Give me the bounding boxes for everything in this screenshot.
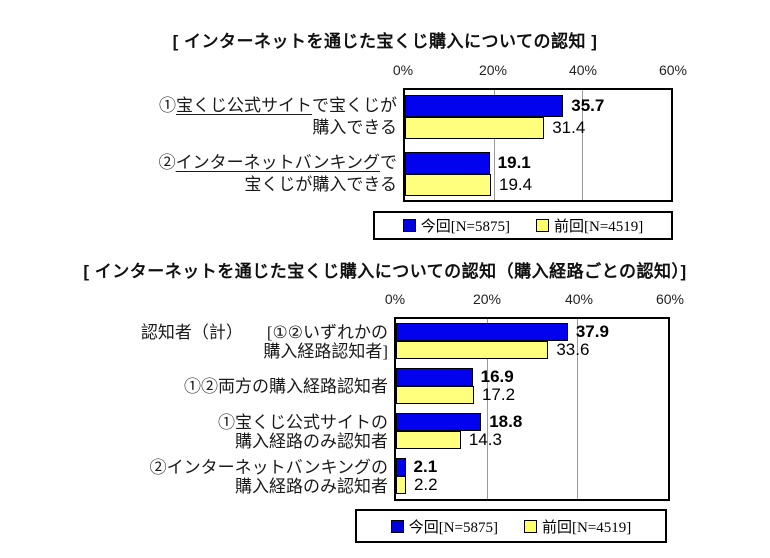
value-label-previous: 19.4 <box>499 175 533 194</box>
chart2-category-label-1-line2: 購入経路認知者] <box>263 342 388 361</box>
chart2-category-label-4: ②インターネットバンキングの 購入経路のみ認知者 <box>0 458 388 496</box>
chart2-axis-tick-60: 60% <box>655 291 685 307</box>
value-label-previous: 31.4 <box>552 118 586 137</box>
value-label-current: 2.1 <box>413 457 438 476</box>
chart2-gridline-20pct <box>486 319 488 499</box>
label-text: [①②いずれかの <box>266 323 388 342</box>
bar-previous <box>396 476 406 494</box>
chart1-category-label-1-line1: ①宝くじ公式サイトで宝くじが <box>0 95 397 117</box>
label-prefix: ① <box>159 96 176 115</box>
bar-current <box>396 413 482 431</box>
chart2-plot-area: 37.9 33.6 16.9 17.2 18.8 14.3 2.1 2.2 <box>394 317 670 501</box>
chart1-category-label-2-line2: 宝くじが購入できる <box>244 175 397 194</box>
value-label-previous: 33.6 <box>556 340 590 359</box>
legend-current-label: 今回[N=5875] <box>420 219 510 235</box>
legend-previous-item: 前回[N=4519] <box>536 215 643 236</box>
chart1-gridline-20pct <box>493 90 495 200</box>
legend-current-label: 今回[N=5875] <box>408 519 498 536</box>
value-label-previous: 17.2 <box>481 385 516 404</box>
bar-current <box>396 458 406 476</box>
chart2-category-label-3-line1: ①宝くじ公式サイトの <box>218 413 388 432</box>
chart2-category-label-3: ①宝くじ公式サイトの 購入経路のみ認知者 <box>0 413 388 451</box>
chart2-axis-tick-0: 0% <box>384 291 406 307</box>
value-label-current: 19.1 <box>497 153 531 172</box>
label-suffix: で宝くじが <box>312 96 397 115</box>
bar-current <box>405 95 564 117</box>
chart1-legend: 今回[N=5875] 前回[N=4519] <box>373 211 673 240</box>
value-label-previous: 14.3 <box>468 430 502 449</box>
bar-previous <box>405 117 545 139</box>
bar-current <box>396 323 568 341</box>
chart1-axis-tick-60: 60% <box>658 62 688 78</box>
legend-previous-swatch-icon <box>536 219 549 232</box>
label-underlined: インターネットバンキング <box>175 153 380 172</box>
legend-current-swatch-icon <box>390 519 404 533</box>
chart2-category-label-4-line1: ②インターネットバンキングの <box>149 458 388 477</box>
chart2-legend: 今回[N=5875] 前回[N=4519] <box>355 509 667 543</box>
chart2-category-label-4-line2: 購入経路のみ認知者 <box>235 477 388 496</box>
chart2-title: [ インターネットを通じた宝くじ購入についての認知（購入経路ごとの認知）] <box>83 262 687 281</box>
bar-previous <box>396 386 474 404</box>
chart2-axis-tick-40: 40% <box>564 291 594 307</box>
legend-current-swatch-icon <box>402 219 416 232</box>
label-suffix: で <box>380 153 397 172</box>
legend-current-item: 今回[N=5875] <box>402 215 510 236</box>
chart2-axis-tick-20: 20% <box>472 291 502 307</box>
legend-previous-label: 前回[N=4519] <box>554 219 644 235</box>
chart1-category-label-1-line2: 購入できる <box>312 118 397 137</box>
legend-previous-swatch-icon <box>524 519 537 533</box>
chart1-category-label-2: ②インターネットバンキングで 宝くじが購入できる <box>0 152 397 196</box>
chart2-category-label-1: 認知者（計） [①②いずれかの 購入経路認知者] <box>0 323 388 361</box>
bar-previous <box>405 174 491 196</box>
value-label-current: 18.8 <box>489 412 523 431</box>
chart1-axis-tick-20: 20% <box>478 62 508 78</box>
label-prefix: ② <box>158 153 176 172</box>
bar-previous <box>396 341 549 359</box>
legend-current-item: 今回[N=5875] <box>390 516 498 537</box>
bar-current <box>405 152 490 174</box>
chart1-axis-tick-0: 0% <box>392 62 414 78</box>
legend-previous-label: 前回[N=4519] <box>542 519 632 536</box>
chart1-category-label-2-line1: ②インターネットバンキングで <box>0 152 397 174</box>
chart2-category-label-2-line1: ①②両方の購入経路認知者 <box>184 377 388 396</box>
chart1-title: [ インターネットを通じた宝くじ購入についての認知 ] <box>172 32 598 51</box>
value-label-current: 16.9 <box>480 367 514 386</box>
chart1-axis-tick-40: 40% <box>568 62 598 78</box>
chart2-category-label-3-line2: 購入経路のみ認知者 <box>235 432 388 451</box>
chart2-gridline-40pct <box>577 319 579 499</box>
bar-previous <box>396 431 461 449</box>
chart2-category-label-2: ①②両方の購入経路認知者 <box>0 377 388 396</box>
value-label-current: 35.7 <box>571 96 605 115</box>
legend-previous-item: 前回[N=4519] <box>524 516 631 537</box>
value-label-previous: 2.2 <box>413 475 438 494</box>
chart1-category-label-1: ①宝くじ公式サイトで宝くじが 購入できる <box>0 95 397 139</box>
chart1-plot-area: 35.7 31.4 19.1 19.4 <box>403 88 673 202</box>
label-underlined: 宝くじ公式サイト <box>176 96 312 115</box>
label-group-title: 認知者（計） <box>140 323 243 342</box>
bar-current <box>396 368 473 386</box>
chart1-gridline-40pct <box>582 90 584 200</box>
value-label-current: 37.9 <box>575 322 609 341</box>
chart2-category-label-1-line1: 認知者（計） [①②いずれかの <box>0 323 388 342</box>
